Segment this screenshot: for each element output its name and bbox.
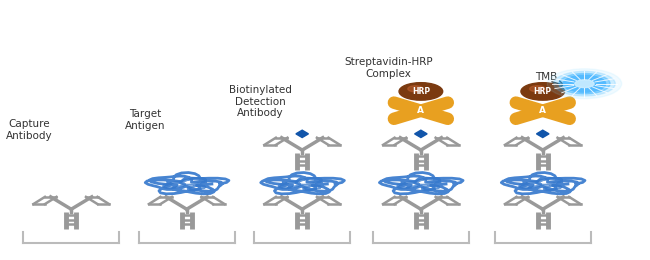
Text: Capture
Antibody: Capture Antibody bbox=[6, 119, 53, 141]
Circle shape bbox=[408, 86, 423, 92]
Polygon shape bbox=[296, 130, 309, 138]
Text: Streptavidin-HRP
Complex: Streptavidin-HRP Complex bbox=[344, 57, 433, 79]
Polygon shape bbox=[415, 130, 427, 138]
Text: TMB: TMB bbox=[535, 72, 557, 82]
Circle shape bbox=[575, 80, 594, 88]
Circle shape bbox=[564, 75, 606, 92]
Circle shape bbox=[554, 71, 616, 96]
Text: A: A bbox=[417, 106, 424, 115]
Circle shape bbox=[521, 83, 565, 100]
Circle shape bbox=[530, 86, 545, 92]
Text: HRP: HRP bbox=[534, 87, 552, 96]
Circle shape bbox=[559, 73, 610, 94]
Text: Biotinylated
Detection
Antibody: Biotinylated Detection Antibody bbox=[229, 85, 292, 118]
Circle shape bbox=[547, 69, 621, 99]
Polygon shape bbox=[536, 130, 549, 138]
Text: Target
Antigen: Target Antigen bbox=[125, 109, 165, 131]
Text: A: A bbox=[540, 106, 546, 115]
Circle shape bbox=[399, 83, 443, 100]
Text: HRP: HRP bbox=[412, 87, 430, 96]
